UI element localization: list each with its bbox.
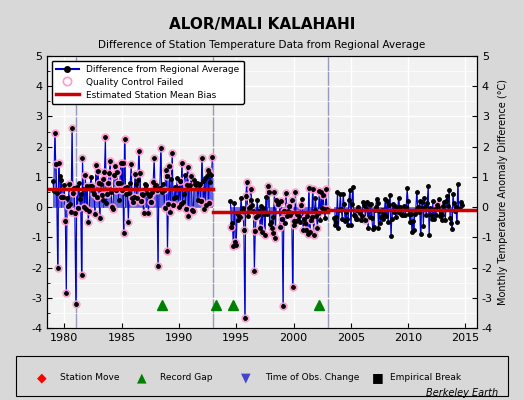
Text: ▲: ▲ bbox=[137, 372, 146, 384]
Text: Difference of Station Temperature Data from Regional Average: Difference of Station Temperature Data f… bbox=[99, 40, 425, 50]
Text: Empirical Break: Empirical Break bbox=[390, 374, 462, 382]
Text: ■: ■ bbox=[372, 372, 383, 384]
Y-axis label: Monthly Temperature Anomaly Difference (°C): Monthly Temperature Anomaly Difference (… bbox=[498, 79, 508, 305]
Text: ◆: ◆ bbox=[37, 372, 47, 384]
Text: ▼: ▼ bbox=[242, 372, 251, 384]
Text: Station Move: Station Move bbox=[60, 374, 120, 382]
Legend: Difference from Regional Average, Quality Control Failed, Estimated Station Mean: Difference from Regional Average, Qualit… bbox=[52, 60, 244, 104]
Text: Berkeley Earth: Berkeley Earth bbox=[425, 388, 498, 398]
Text: ALOR/MALI KALAHAHI: ALOR/MALI KALAHAHI bbox=[169, 17, 355, 32]
Text: Record Gap: Record Gap bbox=[160, 374, 212, 382]
Text: Time of Obs. Change: Time of Obs. Change bbox=[265, 374, 359, 382]
